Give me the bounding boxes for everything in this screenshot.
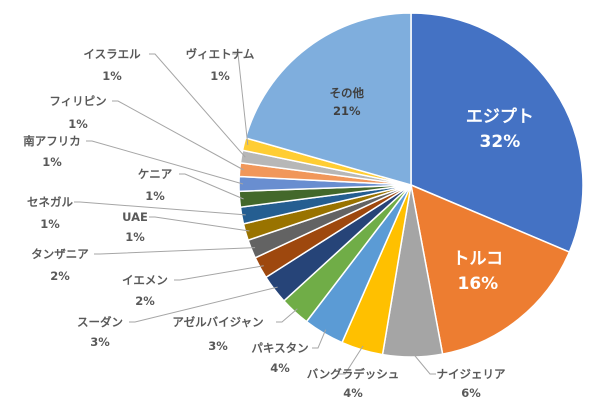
slice-label: フィリピン	[49, 94, 106, 108]
slice-label: イエメン	[122, 273, 168, 287]
slice-label: スーダン	[77, 315, 123, 329]
leader-line	[149, 216, 250, 232]
slice-label: ナイジェリア	[437, 367, 506, 381]
slice-percent: 16%	[458, 274, 499, 294]
slice-label: ヴィエトナム	[186, 47, 255, 61]
slice-percent: 4%	[270, 361, 290, 375]
leader-line	[179, 173, 244, 200]
slice-percent: 1%	[42, 155, 62, 169]
slice-percent: 1%	[102, 69, 122, 83]
leader-line	[74, 201, 246, 216]
slice-percent: 1%	[68, 117, 88, 131]
slice-percent: 2%	[135, 294, 155, 308]
slice-label: イスラエル	[83, 47, 141, 61]
slice-16	[244, 12, 412, 186]
leader-line	[312, 329, 327, 349]
slice-percent: 1%	[125, 230, 145, 244]
slice-label: トルコ	[453, 249, 504, 269]
leader-line	[339, 345, 364, 375]
leader-line	[112, 100, 244, 171]
slice-label: エジプト	[466, 106, 534, 127]
data-labels: エジプト 32% トルコ 16% ナイジェリア 6% バングラデッシュ 4% パキスタン 4% アゼ…	[23, 47, 534, 400]
slice-label: UAE	[122, 210, 148, 224]
slice-percent: 6%	[461, 386, 481, 400]
leader-line	[129, 286, 278, 323]
slice-0	[410, 12, 584, 254]
leader-lines	[74, 53, 436, 375]
slice-percent: 32%	[480, 132, 521, 152]
slice-label: その他	[329, 86, 364, 100]
leader-line	[149, 53, 246, 158]
leader-line	[276, 308, 298, 323]
slice-percent: 4%	[343, 386, 363, 400]
leader-line	[232, 53, 249, 146]
leader-line	[174, 265, 264, 281]
slice-1	[410, 183, 571, 355]
slice-percent: 3%	[90, 335, 110, 349]
leader-line	[86, 140, 244, 185]
slice-label: ケニア	[138, 167, 173, 181]
slice-label: アゼルバイジャン	[172, 315, 263, 329]
slice-percent: 2%	[50, 269, 70, 283]
slice-label: パキスタン	[251, 341, 308, 355]
slice-label: セネガル	[27, 195, 73, 209]
slice-label: バングラデッシュ	[307, 367, 400, 381]
slice-label: タンザニア	[31, 247, 89, 261]
leader-line	[412, 352, 436, 375]
slice-percent: 1%	[40, 217, 60, 231]
slice-percent: 21%	[333, 104, 361, 118]
slice-percent: 1%	[145, 189, 165, 203]
pie-slices	[238, 12, 584, 358]
slice-percent: 3%	[208, 339, 228, 353]
slice-label: 南アフリカ	[23, 134, 81, 148]
slice-percent: 1%	[210, 69, 230, 83]
leader-line	[94, 247, 256, 255]
